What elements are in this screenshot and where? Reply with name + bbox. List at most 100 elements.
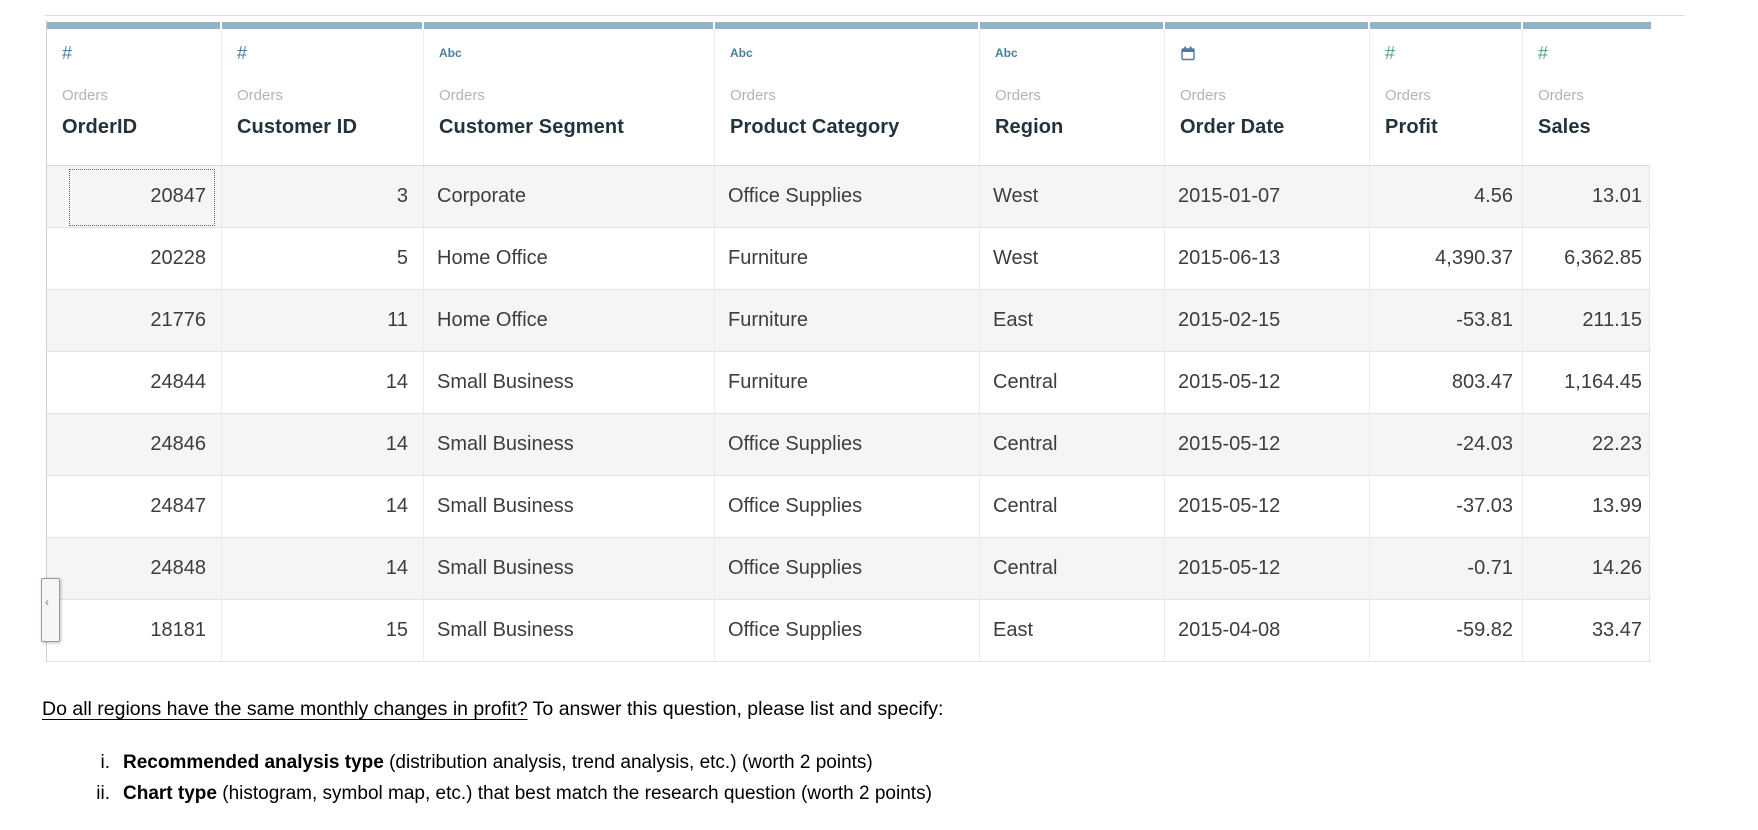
table-cell[interactable]: Central [980, 476, 1165, 538]
table-cell[interactable]: 20847 [47, 166, 222, 228]
task-text: Chart type (histogram, symbol map, etc.)… [123, 779, 932, 810]
question-text: Do all regions have the same monthly cha… [42, 694, 1542, 724]
task-bold-label: Chart type [123, 782, 217, 804]
table-cell[interactable]: Small Business [424, 538, 715, 600]
table-cell[interactable]: West [980, 228, 1165, 290]
table-cell[interactable]: West [980, 166, 1165, 228]
table-cell[interactable]: 24847 [47, 476, 222, 538]
column-accent-bar [47, 22, 222, 29]
table-cell[interactable]: Furniture [715, 228, 980, 290]
table-cell[interactable]: Small Business [424, 352, 715, 414]
table-cell[interactable]: Furniture [715, 352, 980, 414]
table-cell[interactable]: 13.99 [1523, 476, 1651, 538]
table-cell[interactable]: 14 [222, 414, 424, 476]
table-cell[interactable]: 14 [222, 538, 424, 600]
table-cell[interactable]: 14 [222, 476, 424, 538]
column-header[interactable]: # Abc Orders Customer Segment [424, 29, 715, 165]
table-cell[interactable]: Central [980, 352, 1165, 414]
table-cell[interactable]: Small Business [424, 414, 715, 476]
text-type-icon: Abc [730, 46, 753, 60]
column-header[interactable]: # Abc Orders Customer ID [222, 29, 424, 165]
table-row: 24848 14 Small Business Office Supplies Cent… [47, 538, 1651, 600]
column-source-label: Orders [995, 87, 1041, 104]
chevron-left-icon: ‹ [45, 595, 49, 609]
table-cell[interactable]: 24846 [47, 414, 222, 476]
table-cell[interactable]: 2015-04-08 [1165, 600, 1370, 662]
column-accent-bars [47, 22, 1651, 29]
table-cell[interactable]: -37.03 [1370, 476, 1523, 538]
collapsed-panel-handle[interactable]: ‹ [41, 578, 60, 642]
table-cell[interactable]: 15 [222, 600, 424, 662]
column-field-name: OrderID [62, 116, 138, 138]
text-type-icon: Abc [439, 46, 462, 60]
column-header[interactable]: # Abc Orders OrderID [47, 29, 222, 165]
table-cell[interactable]: 24844 [47, 352, 222, 414]
table-cell[interactable]: 4.56 [1370, 166, 1523, 228]
column-accent-bar [980, 22, 1165, 29]
column-field-name: Region [995, 116, 1064, 138]
table-cell[interactable]: Office Supplies [715, 476, 980, 538]
table-cell[interactable]: Corporate [424, 166, 715, 228]
table-cell[interactable]: 3 [222, 166, 424, 228]
table-cell[interactable]: East [980, 290, 1165, 352]
table-cell[interactable]: 11 [222, 290, 424, 352]
table-cell[interactable]: 2015-05-12 [1165, 352, 1370, 414]
table-cell[interactable]: 13.01 [1523, 166, 1651, 228]
table-cell[interactable]: 2015-05-12 [1165, 476, 1370, 538]
column-source-label: Orders [439, 87, 485, 104]
table-cell[interactable]: Office Supplies [715, 600, 980, 662]
table-row: 24844 14 Small Business Furniture Central 201… [47, 352, 1651, 414]
column-type-slot: # Abc [1180, 41, 1196, 65]
column-header[interactable]: # Abc Orders Sales [1523, 29, 1651, 165]
table-cell[interactable]: 211.15 [1523, 290, 1651, 352]
table-cell[interactable]: 5 [222, 228, 424, 290]
table-cell[interactable]: 4,390.37 [1370, 228, 1523, 290]
number-type-icon: # [62, 42, 72, 63]
column-accent-bar [222, 22, 424, 29]
column-header[interactable]: # Abc Orders Profit [1370, 29, 1523, 165]
column-header[interactable]: # Abc Orders Product Category [715, 29, 980, 165]
table-cell[interactable]: Central [980, 414, 1165, 476]
table-cell[interactable]: Central [980, 538, 1165, 600]
table-cell[interactable]: -24.03 [1370, 414, 1523, 476]
table-cell[interactable]: 803.47 [1370, 352, 1523, 414]
column-header[interactable]: # Abc Orders Region [980, 29, 1165, 165]
table-cell[interactable]: Home Office [424, 228, 715, 290]
table-cell[interactable]: 1,164.45 [1523, 352, 1651, 414]
column-type-slot: # Abc [730, 41, 753, 65]
table-cell[interactable]: 2015-05-12 [1165, 538, 1370, 600]
table-cell[interactable]: 2015-05-12 [1165, 414, 1370, 476]
table-cell[interactable]: East [980, 600, 1165, 662]
table-cell[interactable]: 6,362.85 [1523, 228, 1651, 290]
table-cell[interactable]: 18181 [47, 600, 222, 662]
table-cell[interactable]: 33.47 [1523, 600, 1651, 662]
table-cell[interactable]: 14 [222, 352, 424, 414]
table-cell[interactable]: Office Supplies [715, 538, 980, 600]
task-bold-label: Recommended analysis type [123, 752, 384, 773]
table-row: 20228 5 Home Office Furniture West 2015-06-13… [47, 228, 1651, 290]
table-cell[interactable]: 24848 [47, 538, 222, 600]
table-cell[interactable]: -59.82 [1370, 600, 1523, 662]
table-cell[interactable]: 14.26 [1523, 538, 1651, 600]
table-cell[interactable]: 2015-06-13 [1165, 228, 1370, 290]
table-cell[interactable]: -0.71 [1370, 538, 1523, 600]
column-source-label: Orders [730, 87, 776, 104]
table-cell[interactable]: Office Supplies [715, 414, 980, 476]
table-cell[interactable]: 2015-01-07 [1165, 166, 1370, 228]
column-header[interactable]: # Abc Orders Order Date [1165, 29, 1370, 165]
table-cell[interactable]: 2015-02-15 [1165, 290, 1370, 352]
task-list: i. Recommended analysis type (distributi… [42, 748, 1542, 809]
table-cell[interactable]: -53.81 [1370, 290, 1523, 352]
table-cell[interactable]: Small Business [424, 600, 715, 662]
table-cell[interactable]: Home Office [424, 290, 715, 352]
table-cell[interactable]: 20228 [47, 228, 222, 290]
table-cell[interactable]: Small Business [424, 476, 715, 538]
column-source-label: Orders [1385, 87, 1431, 104]
column-type-slot: # Abc [439, 41, 462, 65]
column-headers: # Abc Orders OrderID # Abc Orders Custom… [47, 29, 1651, 166]
table-cell[interactable]: Office Supplies [715, 166, 980, 228]
column-field-name: Customer ID [237, 116, 358, 138]
table-cell[interactable]: 22.23 [1523, 414, 1651, 476]
table-cell[interactable]: 21776 [47, 290, 222, 352]
table-cell[interactable]: Furniture [715, 290, 980, 352]
